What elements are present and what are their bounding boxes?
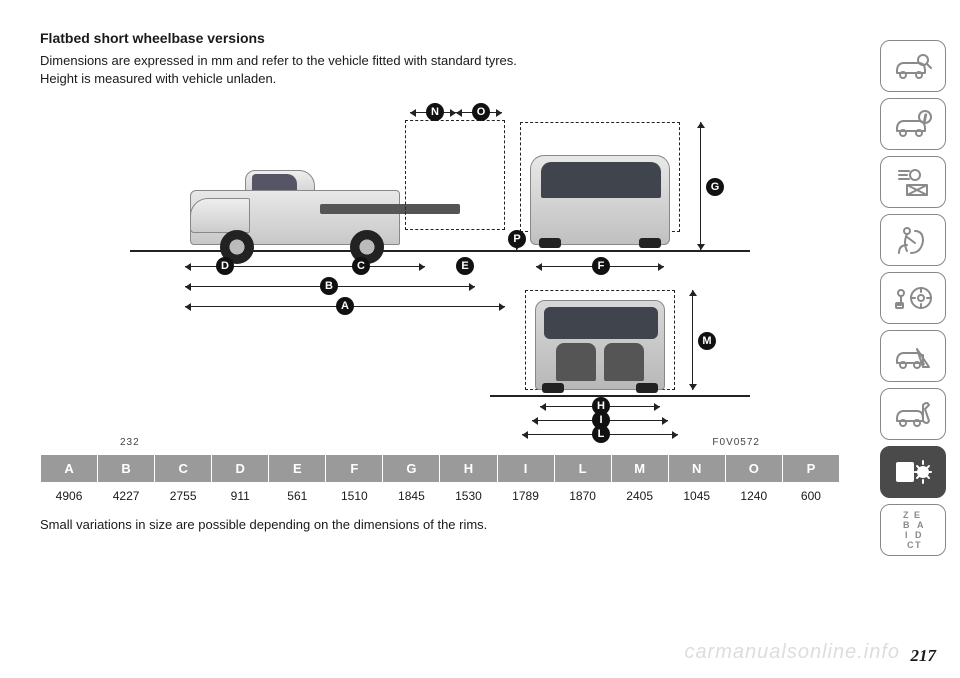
marker-o: O <box>472 103 490 121</box>
col-header: C <box>155 455 212 483</box>
outline-dash <box>405 120 505 230</box>
col-value: 2755 <box>155 483 212 510</box>
col-header: A <box>41 455 98 483</box>
col-value: 1530 <box>440 483 497 510</box>
marker-p: P <box>508 230 526 248</box>
tab-techdata[interactable] <box>880 446 946 498</box>
marker-a: A <box>336 297 354 315</box>
col-value: 4227 <box>98 483 155 510</box>
col-header: M <box>611 455 668 483</box>
marker-e: E <box>456 257 474 275</box>
dimensions-figure: N O G P D C E F B A M H I L 232 F0V0572 <box>120 100 760 430</box>
col-header: I <box>497 455 554 483</box>
vehicle-rear-view <box>535 300 665 390</box>
section-title: Flatbed short wheelbase versions <box>40 30 840 46</box>
watermark: carmanualsonline.info <box>684 641 900 664</box>
figure-code: F0V0572 <box>712 437 760 448</box>
page-number: 217 <box>911 646 937 666</box>
col-value: 1789 <box>497 483 554 510</box>
marker-g: G <box>706 178 724 196</box>
col-value: 2405 <box>611 483 668 510</box>
col-header: G <box>383 455 440 483</box>
vehicle-side-view <box>190 160 420 250</box>
col-value: 4906 <box>41 483 98 510</box>
tab-identify[interactable] <box>880 40 946 92</box>
col-value: 561 <box>269 483 326 510</box>
col-header: E <box>269 455 326 483</box>
figure-number: 232 <box>120 437 140 448</box>
col-value: 1510 <box>326 483 383 510</box>
figure-meta: 232 F0V0572 <box>120 437 760 448</box>
vehicle-front-view <box>530 155 670 245</box>
tab-safety[interactable] <box>880 214 946 266</box>
marker-c: C <box>352 257 370 275</box>
dimensions-table: ABCDEFGHILMNOP 4906422727559115611510184… <box>40 454 840 509</box>
col-value: 1240 <box>725 483 782 510</box>
marker-f: F <box>592 257 610 275</box>
col-header: O <box>725 455 782 483</box>
col-value: 1845 <box>383 483 440 510</box>
page-content: Flatbed short wheelbase versions Dimensi… <box>40 30 840 532</box>
tab-start[interactable] <box>880 272 946 324</box>
marker-b: B <box>320 277 338 295</box>
section-description: Dimensions are expressed in mm and refer… <box>40 52 840 88</box>
marker-n: N <box>426 103 444 121</box>
col-value: 600 <box>782 483 839 510</box>
col-header: F <box>326 455 383 483</box>
dim-line <box>692 290 693 390</box>
section-tabs: i Z EB A I D C T <box>880 40 946 562</box>
col-value: 1045 <box>668 483 725 510</box>
col-header: N <box>668 455 725 483</box>
col-value: 1870 <box>554 483 611 510</box>
col-header: D <box>212 455 269 483</box>
tab-warning[interactable] <box>880 330 946 382</box>
col-header: P <box>782 455 839 483</box>
marker-m: M <box>698 332 716 350</box>
tab-alphabet[interactable]: Z EB A I D C T <box>880 504 946 556</box>
marker-d: D <box>216 257 234 275</box>
desc-line-1: Dimensions are expressed in mm and refer… <box>40 53 517 68</box>
ground-line <box>490 395 750 397</box>
tab-alphabet-label: Z EB A I D C T <box>903 510 923 550</box>
col-value: 911 <box>212 483 269 510</box>
tab-info[interactable]: i <box>880 98 946 150</box>
tab-service[interactable] <box>880 388 946 440</box>
col-header: H <box>440 455 497 483</box>
col-header: L <box>554 455 611 483</box>
tab-lights[interactable] <box>880 156 946 208</box>
col-header: B <box>98 455 155 483</box>
dim-line <box>700 122 701 250</box>
svg-text:i: i <box>924 113 927 123</box>
desc-line-2: Height is measured with vehicle unladen. <box>40 71 276 86</box>
footnote: Small variations in size are possible de… <box>40 517 840 532</box>
